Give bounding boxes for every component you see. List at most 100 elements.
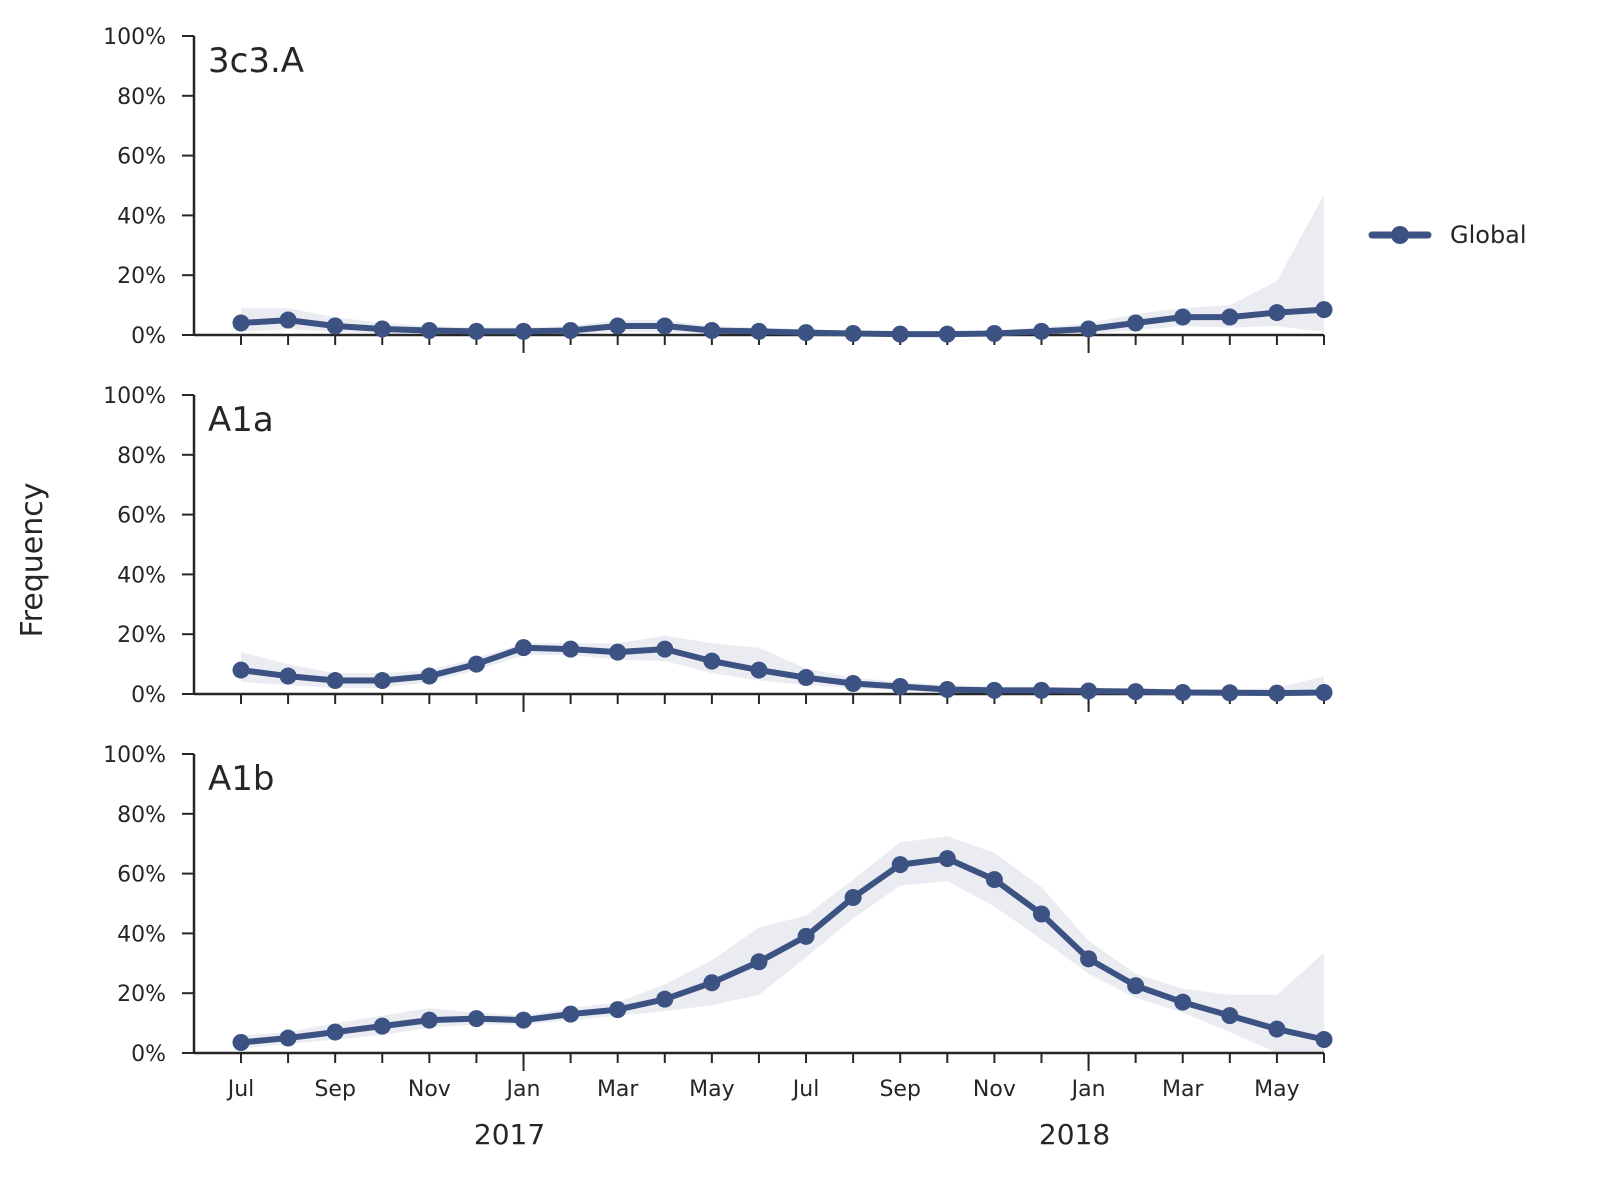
data-point [797,927,815,945]
data-point [1315,301,1333,319]
legend-label: Global [1450,221,1527,249]
y-tick-label: 0% [131,1042,166,1067]
y-tick-label: 80% [117,444,166,469]
data-point [844,325,862,343]
data-point [656,640,674,658]
data-point [1080,320,1098,338]
y-tick-label: 80% [117,803,166,828]
data-point [1268,684,1286,702]
data-point [656,990,674,1008]
y-tick-label: 100% [103,743,166,768]
x-tick-label: Sep [314,1077,355,1102]
x-year-label: 2017 [474,1118,545,1151]
data-point [467,322,485,340]
y-tick-label: 60% [117,145,166,170]
y-tick-label: 60% [117,504,166,529]
data-point [1174,684,1192,702]
data-point [1268,1020,1286,1038]
data-point [562,640,580,658]
x-tick-label: Nov [408,1077,451,1102]
data-point [750,322,768,340]
data-point [750,661,768,679]
data-point [656,317,674,335]
data-point [326,672,344,690]
y-tick-label: 20% [117,982,166,1007]
data-point [1127,683,1145,701]
data-point [515,639,533,657]
data-point [1268,304,1286,322]
data-point [703,652,721,670]
data-point [1080,682,1098,700]
data-point [844,889,862,907]
data-point [373,1017,391,1035]
y-tick-label: 40% [117,922,166,947]
data-point [232,1034,250,1052]
data-point [1221,308,1239,326]
data-point [515,1011,533,1029]
data-point [326,1023,344,1041]
y-tick-label: 100% [103,384,166,409]
data-point [703,974,721,992]
data-point [891,856,909,874]
y-tick-label: 40% [117,563,166,588]
data-point [420,322,438,340]
x-tick-label: May [689,1077,734,1102]
data-point [703,322,721,340]
data-point [609,1001,627,1019]
data-point [373,672,391,690]
panels: 0% 20% 40% 60% 80% 100% 3c3.A 0% 20% 40% 60% 80% 100… [103,25,1333,1071]
x-tick-label: Sep [879,1077,920,1102]
y-tick-label: 0% [131,324,166,349]
data-point [1315,1031,1333,1049]
x-tick-label: Jan [505,1077,541,1102]
data-point [1127,314,1145,332]
panel-title: 3c3.A [208,41,304,81]
data-point [467,1010,485,1028]
data-point [420,1011,438,1029]
data-point [1032,681,1050,699]
x-tick-label: Jul [791,1077,820,1102]
data-point [279,311,297,329]
data-point [891,678,909,696]
data-point [326,317,344,335]
y-tick-label: 100% [103,25,166,50]
x-tick-label: May [1254,1077,1299,1102]
data-point [279,667,297,685]
panel-3: 0% 20% 40% 60% 80% 100% A1b [103,743,1333,1071]
data-point [515,322,533,340]
data-point [1032,905,1050,923]
data-point [938,681,956,699]
y-tick-label: 80% [117,85,166,110]
data-point [750,953,768,971]
data-point [938,850,956,868]
data-point [1174,993,1192,1011]
confidence-band [241,194,1324,335]
data-point [562,1005,580,1023]
data-point [1174,308,1192,326]
data-point [844,675,862,693]
data-point [373,320,391,338]
data-point [938,325,956,343]
legend-marker-swatch [1391,226,1409,244]
data-point [420,667,438,685]
data-point [232,314,250,332]
y-tick-label: 20% [117,623,166,648]
data-point [1221,684,1239,702]
x-year-label: 2018 [1039,1118,1110,1151]
data-point [1221,1007,1239,1025]
data-point [1315,684,1333,702]
y-axis-title: Frequency [15,483,50,638]
y-tick-label: 40% [117,204,166,229]
data-point [609,643,627,661]
x-tick-label: Jul [226,1077,255,1102]
data-point [1032,322,1050,340]
panel-2: 0% 20% 40% 60% 80% 100% A1a [103,384,1333,712]
data-point [985,871,1003,889]
data-point [797,324,815,342]
data-point [1080,950,1098,968]
data-point [891,325,909,343]
data-point [1127,977,1145,995]
data-point [609,317,627,335]
data-point [985,325,1003,343]
y-tick-label: 60% [117,863,166,888]
